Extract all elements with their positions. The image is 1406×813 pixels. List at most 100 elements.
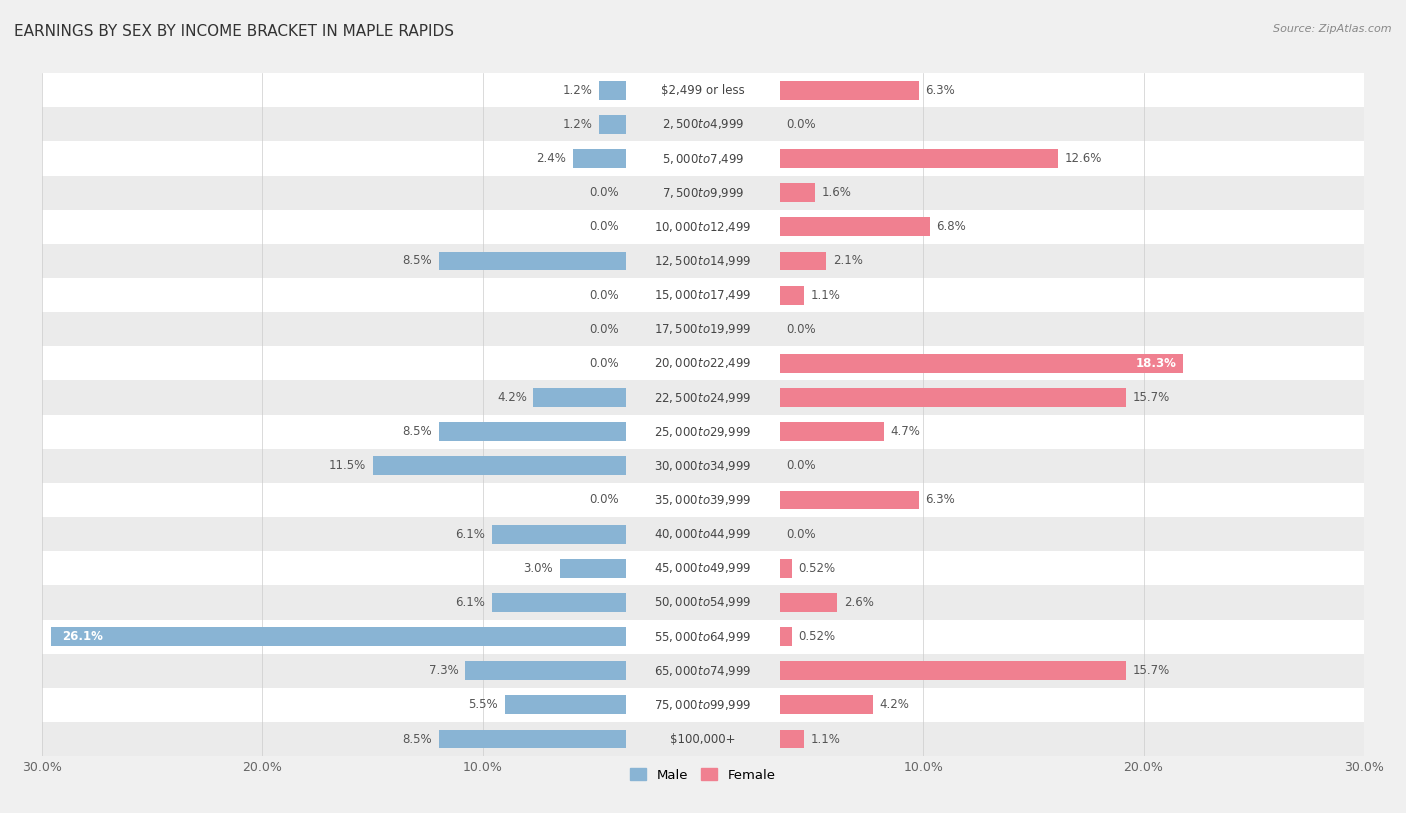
Text: $7,500 to $9,999: $7,500 to $9,999 bbox=[662, 185, 744, 200]
Bar bbox=[42, 278, 1364, 312]
Bar bbox=[42, 312, 1364, 346]
Bar bbox=[42, 688, 1364, 722]
Bar bbox=[42, 585, 1364, 620]
Text: $35,000 to $39,999: $35,000 to $39,999 bbox=[654, 493, 752, 507]
Text: 26.1%: 26.1% bbox=[62, 630, 103, 643]
Bar bbox=[560, 559, 626, 578]
Bar bbox=[780, 559, 792, 578]
Bar bbox=[439, 729, 626, 749]
Text: 0.0%: 0.0% bbox=[787, 323, 817, 336]
Text: 4.7%: 4.7% bbox=[890, 425, 920, 438]
Text: $2,500 to $4,999: $2,500 to $4,999 bbox=[662, 117, 744, 132]
Text: 15.7%: 15.7% bbox=[1133, 664, 1170, 677]
Bar bbox=[780, 593, 838, 612]
Text: 0.0%: 0.0% bbox=[589, 186, 619, 199]
Bar bbox=[780, 354, 1184, 373]
Text: $45,000 to $49,999: $45,000 to $49,999 bbox=[654, 561, 752, 576]
Bar bbox=[780, 285, 804, 305]
Text: $15,000 to $17,499: $15,000 to $17,499 bbox=[654, 288, 752, 302]
Text: $20,000 to $22,499: $20,000 to $22,499 bbox=[654, 356, 752, 371]
Text: $2,499 or less: $2,499 or less bbox=[661, 84, 745, 97]
Bar bbox=[780, 80, 920, 100]
Bar bbox=[780, 217, 929, 237]
Text: 11.5%: 11.5% bbox=[329, 459, 366, 472]
Bar bbox=[42, 244, 1364, 278]
Text: 6.1%: 6.1% bbox=[456, 596, 485, 609]
Bar bbox=[780, 695, 873, 715]
Bar bbox=[780, 149, 1057, 168]
Text: EARNINGS BY SEX BY INCOME BRACKET IN MAPLE RAPIDS: EARNINGS BY SEX BY INCOME BRACKET IN MAP… bbox=[14, 24, 454, 39]
Bar bbox=[42, 449, 1364, 483]
Bar bbox=[599, 115, 626, 134]
Text: 6.8%: 6.8% bbox=[936, 220, 966, 233]
Text: 12.6%: 12.6% bbox=[1064, 152, 1102, 165]
Bar bbox=[533, 388, 626, 407]
Text: $22,500 to $24,999: $22,500 to $24,999 bbox=[654, 390, 752, 405]
Bar bbox=[42, 141, 1364, 176]
Text: 8.5%: 8.5% bbox=[402, 425, 432, 438]
Bar bbox=[42, 415, 1364, 449]
Text: $100,000+: $100,000+ bbox=[671, 733, 735, 746]
Bar bbox=[42, 380, 1364, 415]
Bar bbox=[780, 627, 792, 646]
Bar bbox=[780, 661, 1126, 680]
Bar bbox=[780, 729, 804, 749]
Text: 0.0%: 0.0% bbox=[787, 118, 817, 131]
Text: 8.5%: 8.5% bbox=[402, 733, 432, 746]
Bar bbox=[439, 422, 626, 441]
Text: 5.5%: 5.5% bbox=[468, 698, 498, 711]
Text: 15.7%: 15.7% bbox=[1133, 391, 1170, 404]
Text: 8.5%: 8.5% bbox=[402, 254, 432, 267]
Text: 0.0%: 0.0% bbox=[589, 323, 619, 336]
Bar bbox=[42, 73, 1364, 107]
Text: $17,500 to $19,999: $17,500 to $19,999 bbox=[654, 322, 752, 337]
Bar bbox=[42, 210, 1364, 244]
Text: 0.0%: 0.0% bbox=[589, 493, 619, 506]
Text: 18.3%: 18.3% bbox=[1136, 357, 1177, 370]
Bar bbox=[42, 620, 1364, 654]
Text: 1.6%: 1.6% bbox=[823, 186, 852, 199]
Text: 0.52%: 0.52% bbox=[799, 630, 835, 643]
Bar bbox=[42, 517, 1364, 551]
Text: 0.52%: 0.52% bbox=[799, 562, 835, 575]
Bar bbox=[42, 483, 1364, 517]
Text: 2.4%: 2.4% bbox=[537, 152, 567, 165]
Text: 0.0%: 0.0% bbox=[589, 357, 619, 370]
Text: 7.3%: 7.3% bbox=[429, 664, 458, 677]
Text: 3.0%: 3.0% bbox=[523, 562, 553, 575]
Text: 2.1%: 2.1% bbox=[832, 254, 863, 267]
Bar bbox=[42, 176, 1364, 210]
Bar bbox=[439, 251, 626, 271]
Bar bbox=[42, 346, 1364, 380]
Text: $40,000 to $44,999: $40,000 to $44,999 bbox=[654, 527, 752, 541]
Bar bbox=[780, 183, 815, 202]
Text: 0.0%: 0.0% bbox=[589, 289, 619, 302]
Text: $12,500 to $14,999: $12,500 to $14,999 bbox=[654, 254, 752, 268]
Text: 0.0%: 0.0% bbox=[589, 220, 619, 233]
Bar bbox=[599, 80, 626, 100]
Text: 6.3%: 6.3% bbox=[925, 493, 955, 506]
Text: $30,000 to $34,999: $30,000 to $34,999 bbox=[654, 459, 752, 473]
Bar bbox=[574, 149, 626, 168]
Bar bbox=[780, 422, 883, 441]
Text: $10,000 to $12,499: $10,000 to $12,499 bbox=[654, 220, 752, 234]
Text: 1.1%: 1.1% bbox=[811, 733, 841, 746]
Bar bbox=[780, 251, 827, 271]
Text: 6.1%: 6.1% bbox=[456, 528, 485, 541]
Bar bbox=[780, 490, 920, 510]
Text: $25,000 to $29,999: $25,000 to $29,999 bbox=[654, 424, 752, 439]
Text: 4.2%: 4.2% bbox=[879, 698, 910, 711]
Bar bbox=[492, 593, 626, 612]
Text: $5,000 to $7,499: $5,000 to $7,499 bbox=[662, 151, 744, 166]
Text: 1.2%: 1.2% bbox=[562, 84, 593, 97]
Bar bbox=[42, 722, 1364, 756]
Text: $75,000 to $99,999: $75,000 to $99,999 bbox=[654, 698, 752, 712]
Bar bbox=[42, 107, 1364, 141]
Text: 1.2%: 1.2% bbox=[562, 118, 593, 131]
Legend: Male, Female: Male, Female bbox=[626, 763, 780, 787]
Bar bbox=[505, 695, 626, 715]
Bar bbox=[42, 551, 1364, 585]
Bar bbox=[373, 456, 626, 476]
Bar bbox=[42, 654, 1364, 688]
Text: 1.1%: 1.1% bbox=[811, 289, 841, 302]
